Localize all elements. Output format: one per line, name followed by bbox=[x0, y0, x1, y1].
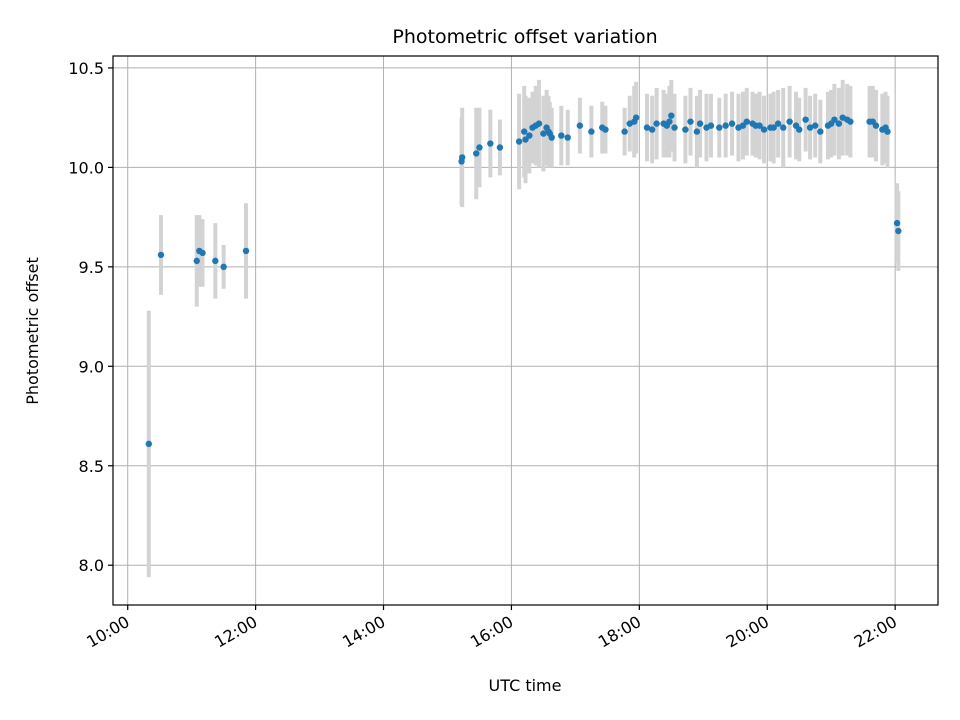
data-point bbox=[458, 154, 466, 161]
data-point bbox=[558, 132, 565, 139]
data-point bbox=[212, 257, 219, 265]
data-point bbox=[242, 247, 250, 255]
data-point bbox=[786, 118, 793, 125]
data-point bbox=[847, 118, 854, 125]
data-point bbox=[220, 263, 227, 271]
data-point bbox=[576, 122, 584, 129]
data-point bbox=[643, 124, 651, 131]
data-point bbox=[774, 120, 782, 127]
data-point bbox=[893, 219, 901, 227]
data-point bbox=[193, 257, 200, 265]
data-point bbox=[145, 440, 153, 448]
data-point bbox=[666, 118, 673, 125]
data-point bbox=[895, 227, 902, 235]
data-point bbox=[496, 144, 504, 151]
data-point bbox=[668, 112, 675, 119]
data-point bbox=[476, 144, 483, 151]
data-point bbox=[522, 136, 529, 143]
data-point bbox=[548, 134, 555, 141]
y-tick-label: 8.5 bbox=[79, 457, 104, 476]
data-point bbox=[687, 118, 694, 125]
data-point bbox=[802, 116, 809, 123]
data-point bbox=[540, 130, 547, 137]
data-point bbox=[796, 126, 803, 133]
x-axis-label: UTC time bbox=[489, 676, 562, 695]
data-point bbox=[728, 120, 736, 127]
data-point bbox=[693, 128, 701, 135]
y-tick-label: 10.5 bbox=[68, 59, 104, 78]
data-point bbox=[602, 126, 609, 133]
data-point bbox=[722, 122, 729, 129]
data-point bbox=[817, 128, 824, 135]
data-point bbox=[835, 120, 843, 127]
data-point bbox=[632, 114, 640, 121]
data-point bbox=[682, 126, 689, 133]
data-point bbox=[473, 150, 480, 157]
data-point bbox=[806, 124, 814, 131]
data-point bbox=[564, 134, 571, 141]
data-point bbox=[671, 124, 678, 131]
data-point bbox=[515, 138, 523, 145]
data-point bbox=[872, 122, 880, 129]
y-tick-label: 8.0 bbox=[79, 556, 104, 575]
data-point bbox=[621, 128, 628, 135]
data-points bbox=[145, 112, 902, 448]
data-point bbox=[707, 122, 715, 129]
data-point bbox=[756, 122, 763, 129]
data-point bbox=[812, 122, 819, 129]
data-point bbox=[588, 128, 595, 135]
data-point bbox=[653, 120, 660, 127]
y-tick-label: 9.5 bbox=[79, 258, 104, 277]
data-point bbox=[739, 122, 747, 129]
data-point bbox=[535, 120, 543, 127]
data-point bbox=[743, 118, 750, 125]
data-point bbox=[831, 116, 838, 123]
data-point bbox=[780, 124, 787, 131]
data-point bbox=[648, 126, 656, 133]
y-tick-label: 10.0 bbox=[68, 158, 104, 177]
chart-title: Photometric offset variation bbox=[392, 26, 657, 48]
plot-frame bbox=[112, 55, 939, 606]
data-point bbox=[770, 124, 777, 131]
data-point bbox=[716, 124, 723, 131]
data-point bbox=[696, 120, 704, 127]
data-point bbox=[157, 251, 165, 259]
y-axis-label: Photometric offset bbox=[23, 257, 42, 405]
data-point bbox=[526, 132, 533, 139]
data-point bbox=[521, 128, 528, 135]
data-point bbox=[760, 126, 768, 133]
data-point bbox=[884, 128, 891, 135]
grid-lines bbox=[113, 56, 938, 605]
y-tick-label: 9.0 bbox=[79, 357, 104, 376]
data-point bbox=[487, 140, 494, 147]
data-point bbox=[199, 249, 206, 257]
